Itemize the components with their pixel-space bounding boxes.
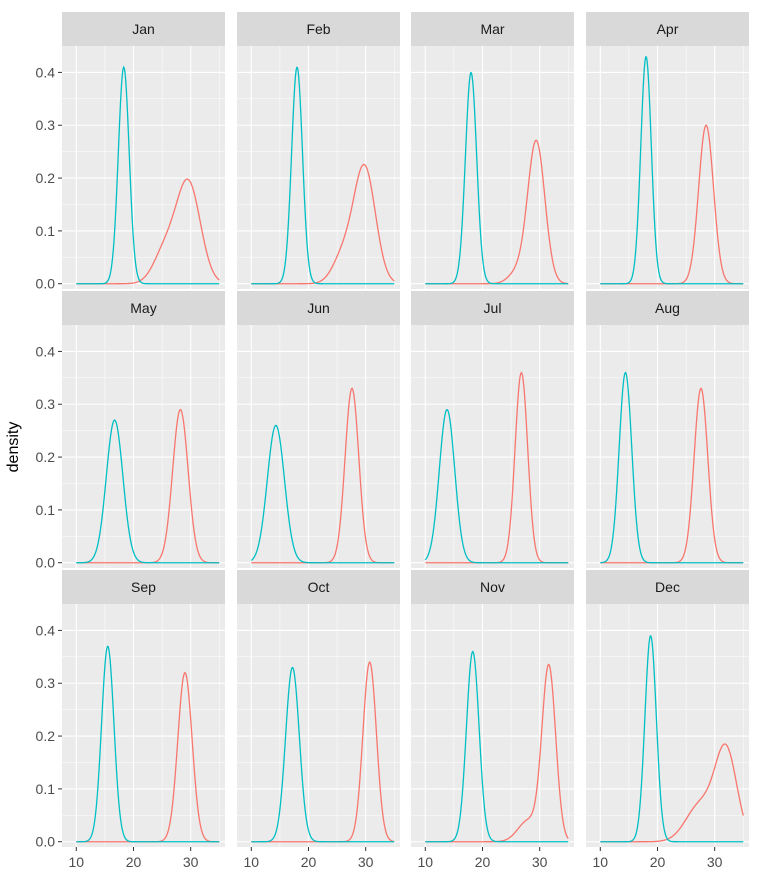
panel-background: [237, 604, 400, 847]
x-tick-label: 10: [418, 854, 434, 870]
facet-strip: [237, 291, 400, 325]
facet-panel-jul: Jul: [411, 291, 574, 568]
x-tick-label: 30: [358, 854, 374, 870]
facet-strip-label: Apr: [657, 21, 679, 37]
x-tick-label: 10: [69, 854, 85, 870]
facet-strip-label: Feb: [306, 21, 330, 37]
facet-strip: [586, 291, 749, 325]
facet-strip-label: Mar: [480, 21, 504, 37]
teal-density-line: [76, 65, 220, 285]
teal-density-line: [251, 66, 395, 285]
y-tick-label: 0.0: [36, 834, 56, 850]
y-tick-label: 0.2: [36, 728, 56, 744]
facet-panel-oct: Oct 10 20 30: [237, 570, 400, 870]
teal-density-line: [425, 650, 569, 843]
facet-strip: [237, 570, 400, 604]
teal-density-line: [425, 71, 569, 285]
y-tick-label: 0.1: [36, 223, 56, 239]
y-tick-label: 0.1: [36, 781, 56, 797]
y-tick-label: 0.0: [36, 276, 56, 292]
facet-strip: [411, 570, 574, 604]
facet-panel-may: May 0.0 0.1 0.2 0.3 0.4: [36, 291, 225, 571]
facet-panel-mar: Mar: [411, 12, 574, 289]
panel-background: [237, 325, 400, 568]
facet-strip-label: Sep: [131, 579, 156, 595]
y-tick-label: 0.3: [36, 396, 56, 412]
teal-density-line: [600, 55, 744, 285]
panel-background: [62, 325, 225, 568]
panel-background: [237, 46, 400, 289]
y-tick-label: 0.4: [36, 64, 56, 80]
facet-panel-jun: Jun: [237, 291, 400, 568]
panel-background: [411, 604, 574, 847]
panel-background: [586, 46, 749, 289]
x-tick-label: 20: [301, 854, 317, 870]
teal-density-line: [251, 666, 395, 843]
facet-panel-aug: Aug: [586, 291, 749, 568]
y-tick-label: 0.3: [36, 117, 56, 133]
teal-density-line: [76, 645, 220, 843]
teal-density-line: [424, 408, 569, 564]
x-tick-label: 30: [183, 854, 199, 870]
panel-background: [411, 325, 574, 568]
y-tick-label: 0.2: [36, 170, 56, 186]
y-tick-label: 0.0: [36, 555, 56, 571]
facet-strip: [237, 12, 400, 46]
y-axis-title: density: [5, 422, 22, 473]
teal-density-line: [600, 371, 744, 564]
x-tick-label: 30: [707, 854, 723, 870]
facet-panel-jan: Jan 0.0 0.1 0.2 0.3 0.4: [36, 12, 225, 292]
facet-grid: Jan 0.0 0.1 0.2 0.3 0.4 Feb Mar Apr May 0.0 0.1 0.2 0…: [36, 12, 749, 870]
panel-background: [62, 46, 225, 289]
facet-strip-label: Dec: [655, 579, 680, 595]
facet-strip: [62, 570, 225, 604]
facet-panel-dec: Dec 10 20 30: [586, 570, 749, 870]
facet-strip-label: Oct: [308, 579, 330, 595]
facet-strip: [62, 291, 225, 325]
panel-background: [586, 604, 749, 847]
facet-strip: [411, 12, 574, 46]
teal-density-line: [600, 635, 744, 843]
facet-strip-label: Aug: [655, 300, 680, 316]
facet-strip-label: May: [130, 300, 156, 316]
panel-background: [586, 325, 749, 568]
facet-strip: [586, 570, 749, 604]
x-tick-label: 20: [650, 854, 666, 870]
y-tick-label: 0.2: [36, 449, 56, 465]
facet-panel-apr: Apr: [586, 12, 749, 289]
panel-background: [411, 46, 574, 289]
x-tick-label: 10: [244, 854, 260, 870]
x-tick-label: 20: [126, 854, 142, 870]
facet-panel-nov: Nov 10 20 30: [411, 570, 574, 870]
teal-density-line: [76, 419, 220, 564]
x-tick-label: 10: [593, 854, 609, 870]
x-tick-label: 30: [532, 854, 548, 870]
teal-density-line: [250, 424, 395, 564]
facet-strip: [62, 12, 225, 46]
facet-panel-feb: Feb: [237, 12, 400, 289]
facet-strip-label: Jun: [307, 300, 330, 316]
y-tick-label: 0.4: [36, 622, 56, 638]
y-tick-label: 0.1: [36, 502, 56, 518]
panel-background: [62, 604, 225, 847]
y-tick-label: 0.3: [36, 675, 56, 691]
facet-strip-label: Jul: [484, 300, 502, 316]
facet-strip: [586, 12, 749, 46]
facet-panel-sep: Sep 0.0 0.1 0.2 0.3 0.4 10 20 30: [36, 570, 225, 870]
y-tick-label: 0.4: [36, 343, 56, 359]
facet-strip: [411, 291, 574, 325]
facet-strip-label: Jan: [132, 21, 155, 37]
x-tick-label: 20: [475, 854, 491, 870]
facet-strip-label: Nov: [480, 579, 505, 595]
